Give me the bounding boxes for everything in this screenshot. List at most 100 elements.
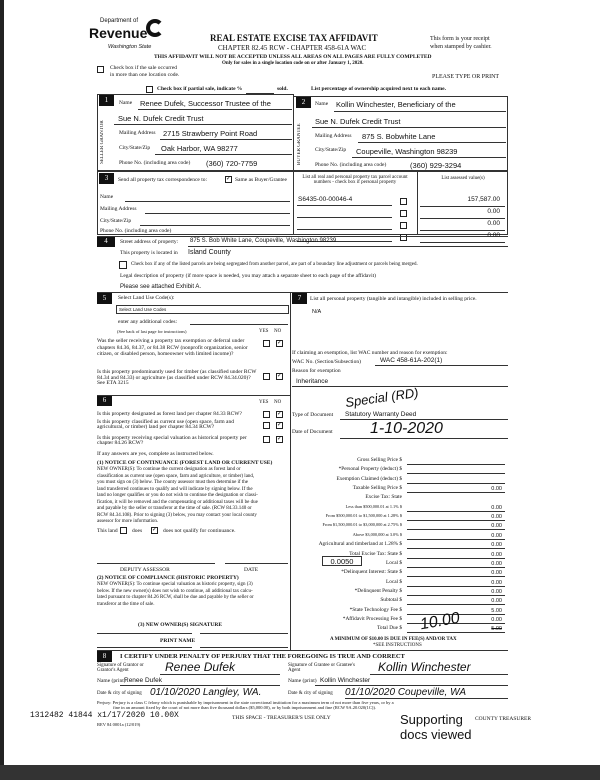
personal-property-checkbox[interactable] [400, 210, 407, 217]
q-current-use-no[interactable]: ✓ [276, 422, 283, 429]
tax-row-value[interactable]: 0.00 [491, 616, 502, 623]
parcel-account[interactable]: S6435-00-00046-4 [298, 196, 353, 203]
tax-row-value[interactable]: 0.00 [491, 514, 502, 521]
tax-row-value[interactable]: 5.00 [491, 607, 502, 614]
partial-sale-checkbox[interactable] [146, 86, 153, 93]
tax-row-value[interactable]: 0.00 [491, 560, 502, 567]
assessed-value[interactable]: 0.00 [487, 208, 500, 215]
buyer-phone-field[interactable]: (360) 929-3294 [410, 161, 462, 170]
assessed-line [420, 242, 505, 243]
section-3-number: 3 [99, 173, 114, 184]
wac-field[interactable]: WAC 458-61A-202(1) [380, 357, 443, 364]
date-line[interactable] [225, 563, 288, 564]
same-as-buyer-checkbox[interactable]: ✓ [225, 176, 232, 183]
q-historic: Is this property receiving special valua… [97, 435, 247, 446]
state-label: Washington State [108, 44, 152, 50]
multi-location-checkbox[interactable] [97, 66, 104, 73]
personal-property-field[interactable]: N/A [312, 309, 322, 315]
q-forest-yes[interactable] [263, 411, 270, 418]
tax-row-value[interactable]: 0.00 [491, 486, 502, 493]
tax-row-value[interactable]: 0.00 [491, 588, 502, 595]
q-forest: Is this property designated as forest la… [97, 411, 242, 417]
grantee-name-field[interactable]: Kollin Winchester [320, 677, 371, 684]
assessed-value[interactable]: 0.00 [487, 232, 500, 239]
q-forest-no[interactable]: ✓ [276, 411, 283, 418]
section-2-number: 2 [296, 97, 311, 108]
document-type-field[interactable]: Statutory Warranty Deed [345, 411, 417, 418]
document-date-field[interactable]: 1-10-2020 [370, 420, 443, 437]
grantor-signature[interactable]: Renee Dufek [165, 660, 236, 674]
notice-line: fication, it will be removed and the com… [97, 499, 258, 505]
deputy-assessor-line[interactable] [97, 563, 215, 564]
tax-row-value[interactable]: 0.00 [491, 551, 502, 558]
assessed-value[interactable]: 0.00 [487, 220, 500, 227]
corr-mail-field[interactable] [145, 213, 290, 214]
corr-name-field[interactable] [125, 201, 290, 202]
seller-phone-field[interactable]: (360) 720-7759 [206, 159, 258, 168]
section-4-number: 4 [97, 236, 115, 247]
revenue-logo: Revenue [89, 25, 148, 41]
buyer-address-field[interactable]: 875 S. Bobwhite Lane [362, 132, 436, 141]
corr-city-field[interactable] [140, 225, 290, 226]
grantor-name-field[interactable]: Renee Dufek [124, 677, 162, 684]
new-owner-signature-line[interactable] [97, 633, 192, 634]
does-not-checkbox[interactable]: ✓ [151, 527, 158, 534]
new-owner-signature-line-2[interactable] [200, 633, 288, 634]
q-exemption-no[interactable]: ✓ [276, 340, 283, 347]
county-field[interactable]: Island County [188, 249, 231, 256]
tax-row-value[interactable]: 0.00 [491, 570, 502, 577]
tax-row-value[interactable]: 5.00 [491, 626, 502, 633]
additional-codes-field[interactable] [190, 324, 288, 325]
tax-row-label: Exemption Claimed (deduct) $ [336, 475, 402, 482]
seller-name-field[interactable]: Renee Dufek, Successor Trustee of the [140, 99, 271, 108]
personal-property-checkbox[interactable] [400, 234, 407, 241]
does-checkbox[interactable] [120, 527, 127, 534]
q-timber-no[interactable]: ✓ [276, 373, 283, 380]
seller-city-field[interactable]: Oak Harbor, WA 98277 [161, 144, 238, 153]
segregate-checkbox[interactable] [119, 261, 127, 269]
deputy-assessor-label: DEPUTY ASSESSOR [120, 567, 170, 573]
grantee-signature[interactable]: Kollin Winchester [378, 660, 471, 674]
section-1-number: 1 [99, 95, 114, 106]
tax-row-line [407, 604, 505, 606]
parcel-line [297, 217, 392, 218]
local-rate-field[interactable]: 0.0050 [322, 556, 362, 566]
q-historic-no[interactable]: ✓ [276, 436, 283, 443]
line [188, 246, 508, 247]
notice-continuance-text: NEW OWNER(S): To continue the current de… [97, 467, 258, 526]
q-exemption-yes[interactable] [263, 340, 270, 347]
line [334, 111, 506, 112]
q-historic-yes[interactable] [263, 436, 270, 443]
notice-compliance-title: (2) NOTICE OF COMPLIANCE (HISTORIC PROPE… [97, 575, 239, 581]
tax-row-value[interactable]: 0.00 [491, 598, 502, 605]
q-timber-yes[interactable] [263, 373, 270, 380]
buyer-name-field[interactable]: Kollin Winchester, Beneficiary of the [336, 100, 456, 109]
seller-address-field[interactable]: 2715 Strawberry Point Road [163, 129, 258, 138]
line [200, 647, 288, 648]
grantor-date-field[interactable]: 01/10/2020 Langley, WA. [150, 687, 262, 698]
buyer-city-field[interactable]: Coupeville, Washington 98239 [356, 147, 458, 156]
corr-phone-field[interactable] [180, 234, 290, 235]
corr-city-label: City/State/Zip [100, 218, 132, 224]
grantee-date-field[interactable]: 01/10/2020 Coupeville, WA [345, 687, 467, 698]
q-current-use-yes[interactable] [263, 422, 270, 429]
reason-field[interactable]: Inheritance [296, 378, 329, 385]
land-use-select[interactable]: Select Land Use Codes [116, 305, 289, 314]
tax-row-value[interactable]: 0.00 [491, 532, 502, 539]
personal-property-checkbox[interactable] [400, 198, 407, 205]
seller-name-field-2[interactable]: Sue N. Dufek Credit Trust [118, 114, 204, 123]
buyer-address-label: Mailing Address [315, 133, 352, 139]
line [114, 124, 292, 125]
line [138, 109, 292, 110]
assessed-value[interactable]: 157,587.00 [467, 196, 500, 203]
buyer-name-field-2[interactable]: Sue N. Dufek Credit Trust [315, 117, 401, 126]
assessed-header: List assessed value(s) [441, 176, 485, 181]
legal-description-field[interactable]: Please see attached Exhibit A. [120, 284, 202, 290]
partial-pct-field[interactable] [246, 93, 274, 94]
tax-row-value[interactable]: 0.00 [491, 523, 502, 530]
tax-row-value[interactable]: 0.00 [491, 542, 502, 549]
tax-row-value[interactable]: 0.00 [491, 504, 502, 511]
personal-property-checkbox[interactable] [400, 222, 407, 229]
street-field[interactable]: 875 S. Bob White Lane, Coupeville, Washi… [190, 238, 337, 244]
tax-row-value[interactable]: 0.00 [491, 579, 502, 586]
